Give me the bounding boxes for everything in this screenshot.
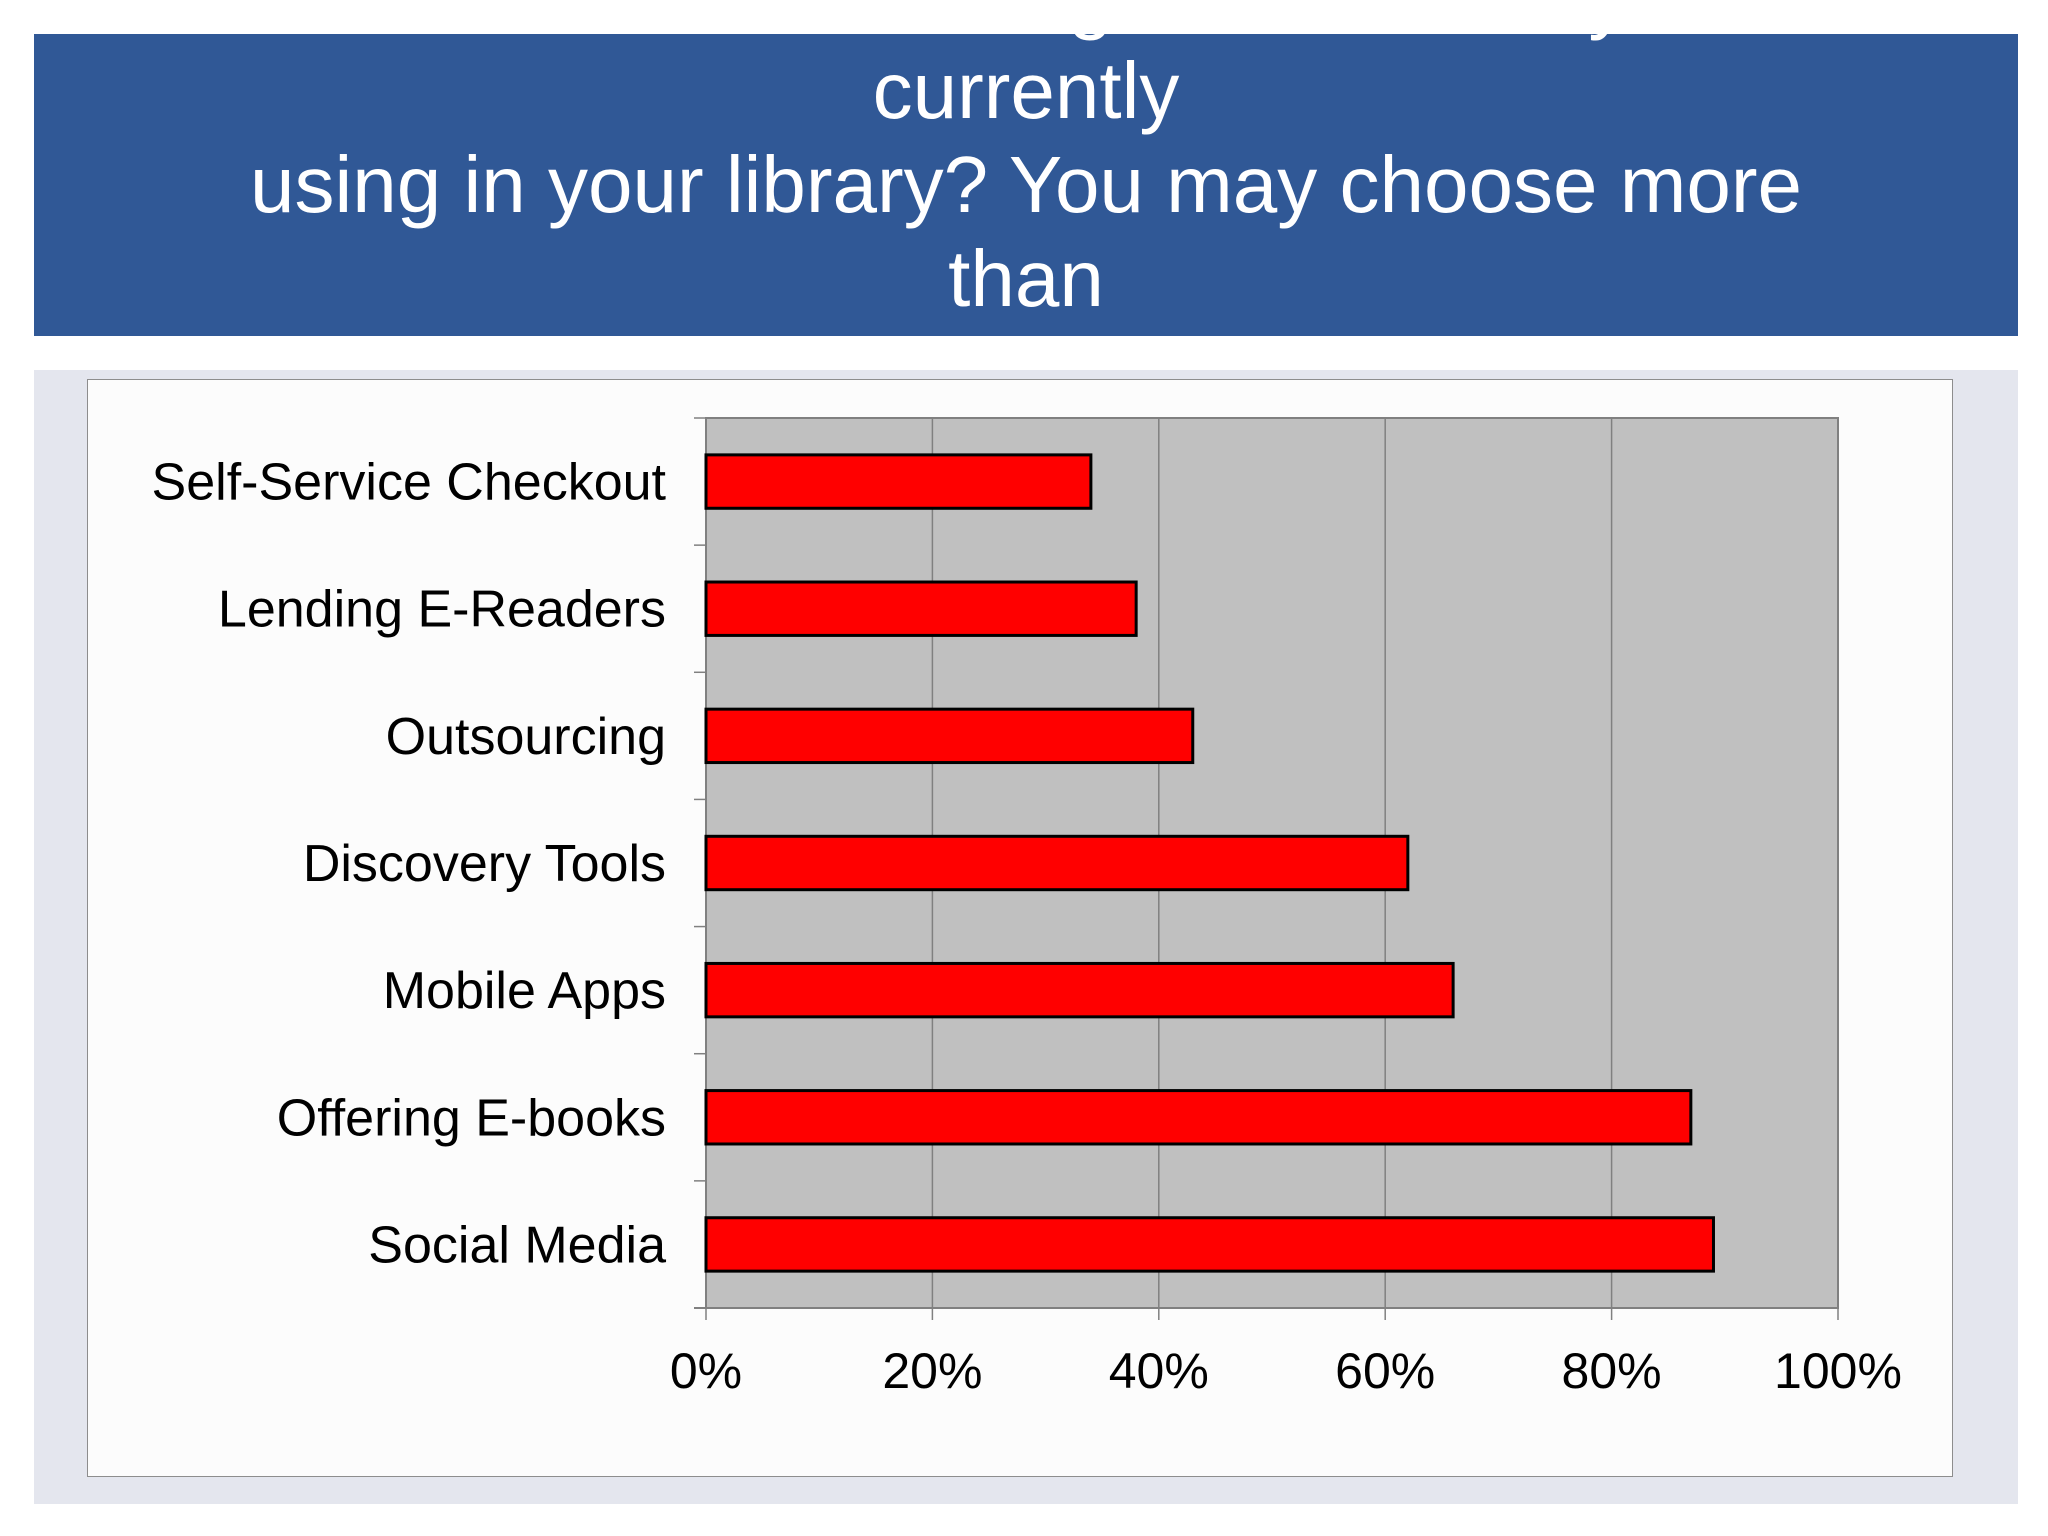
x-tick-label: 40% (1109, 1343, 1209, 1399)
title-banner: Which of the following services are you … (34, 0, 2018, 417)
category-label: Self-Service Checkout (152, 454, 667, 512)
bar (704, 707, 1195, 765)
category-label: Lending E-Readers (218, 581, 666, 639)
x-tick-label: 100% (1774, 1343, 1902, 1399)
category-label: Mobile Apps (383, 962, 666, 1020)
x-tick-label: 60% (1335, 1343, 1435, 1399)
bar (704, 453, 1093, 510)
bar (704, 1216, 1715, 1273)
x-tick-label: 20% (882, 1343, 982, 1399)
category-label: Offering E-books (277, 1089, 666, 1147)
bar (704, 580, 1138, 637)
slide-title: Which of the following services are you … (250, 0, 1802, 417)
bar (704, 961, 1455, 1019)
bar (704, 1089, 1693, 1146)
category-label: Outsourcing (386, 708, 666, 766)
x-tick-label: 0% (670, 1343, 742, 1399)
bar (704, 834, 1410, 892)
category-label: Discovery Tools (303, 835, 666, 893)
x-tick-label: 80% (1562, 1343, 1662, 1399)
category-label: Social Media (368, 1216, 666, 1274)
